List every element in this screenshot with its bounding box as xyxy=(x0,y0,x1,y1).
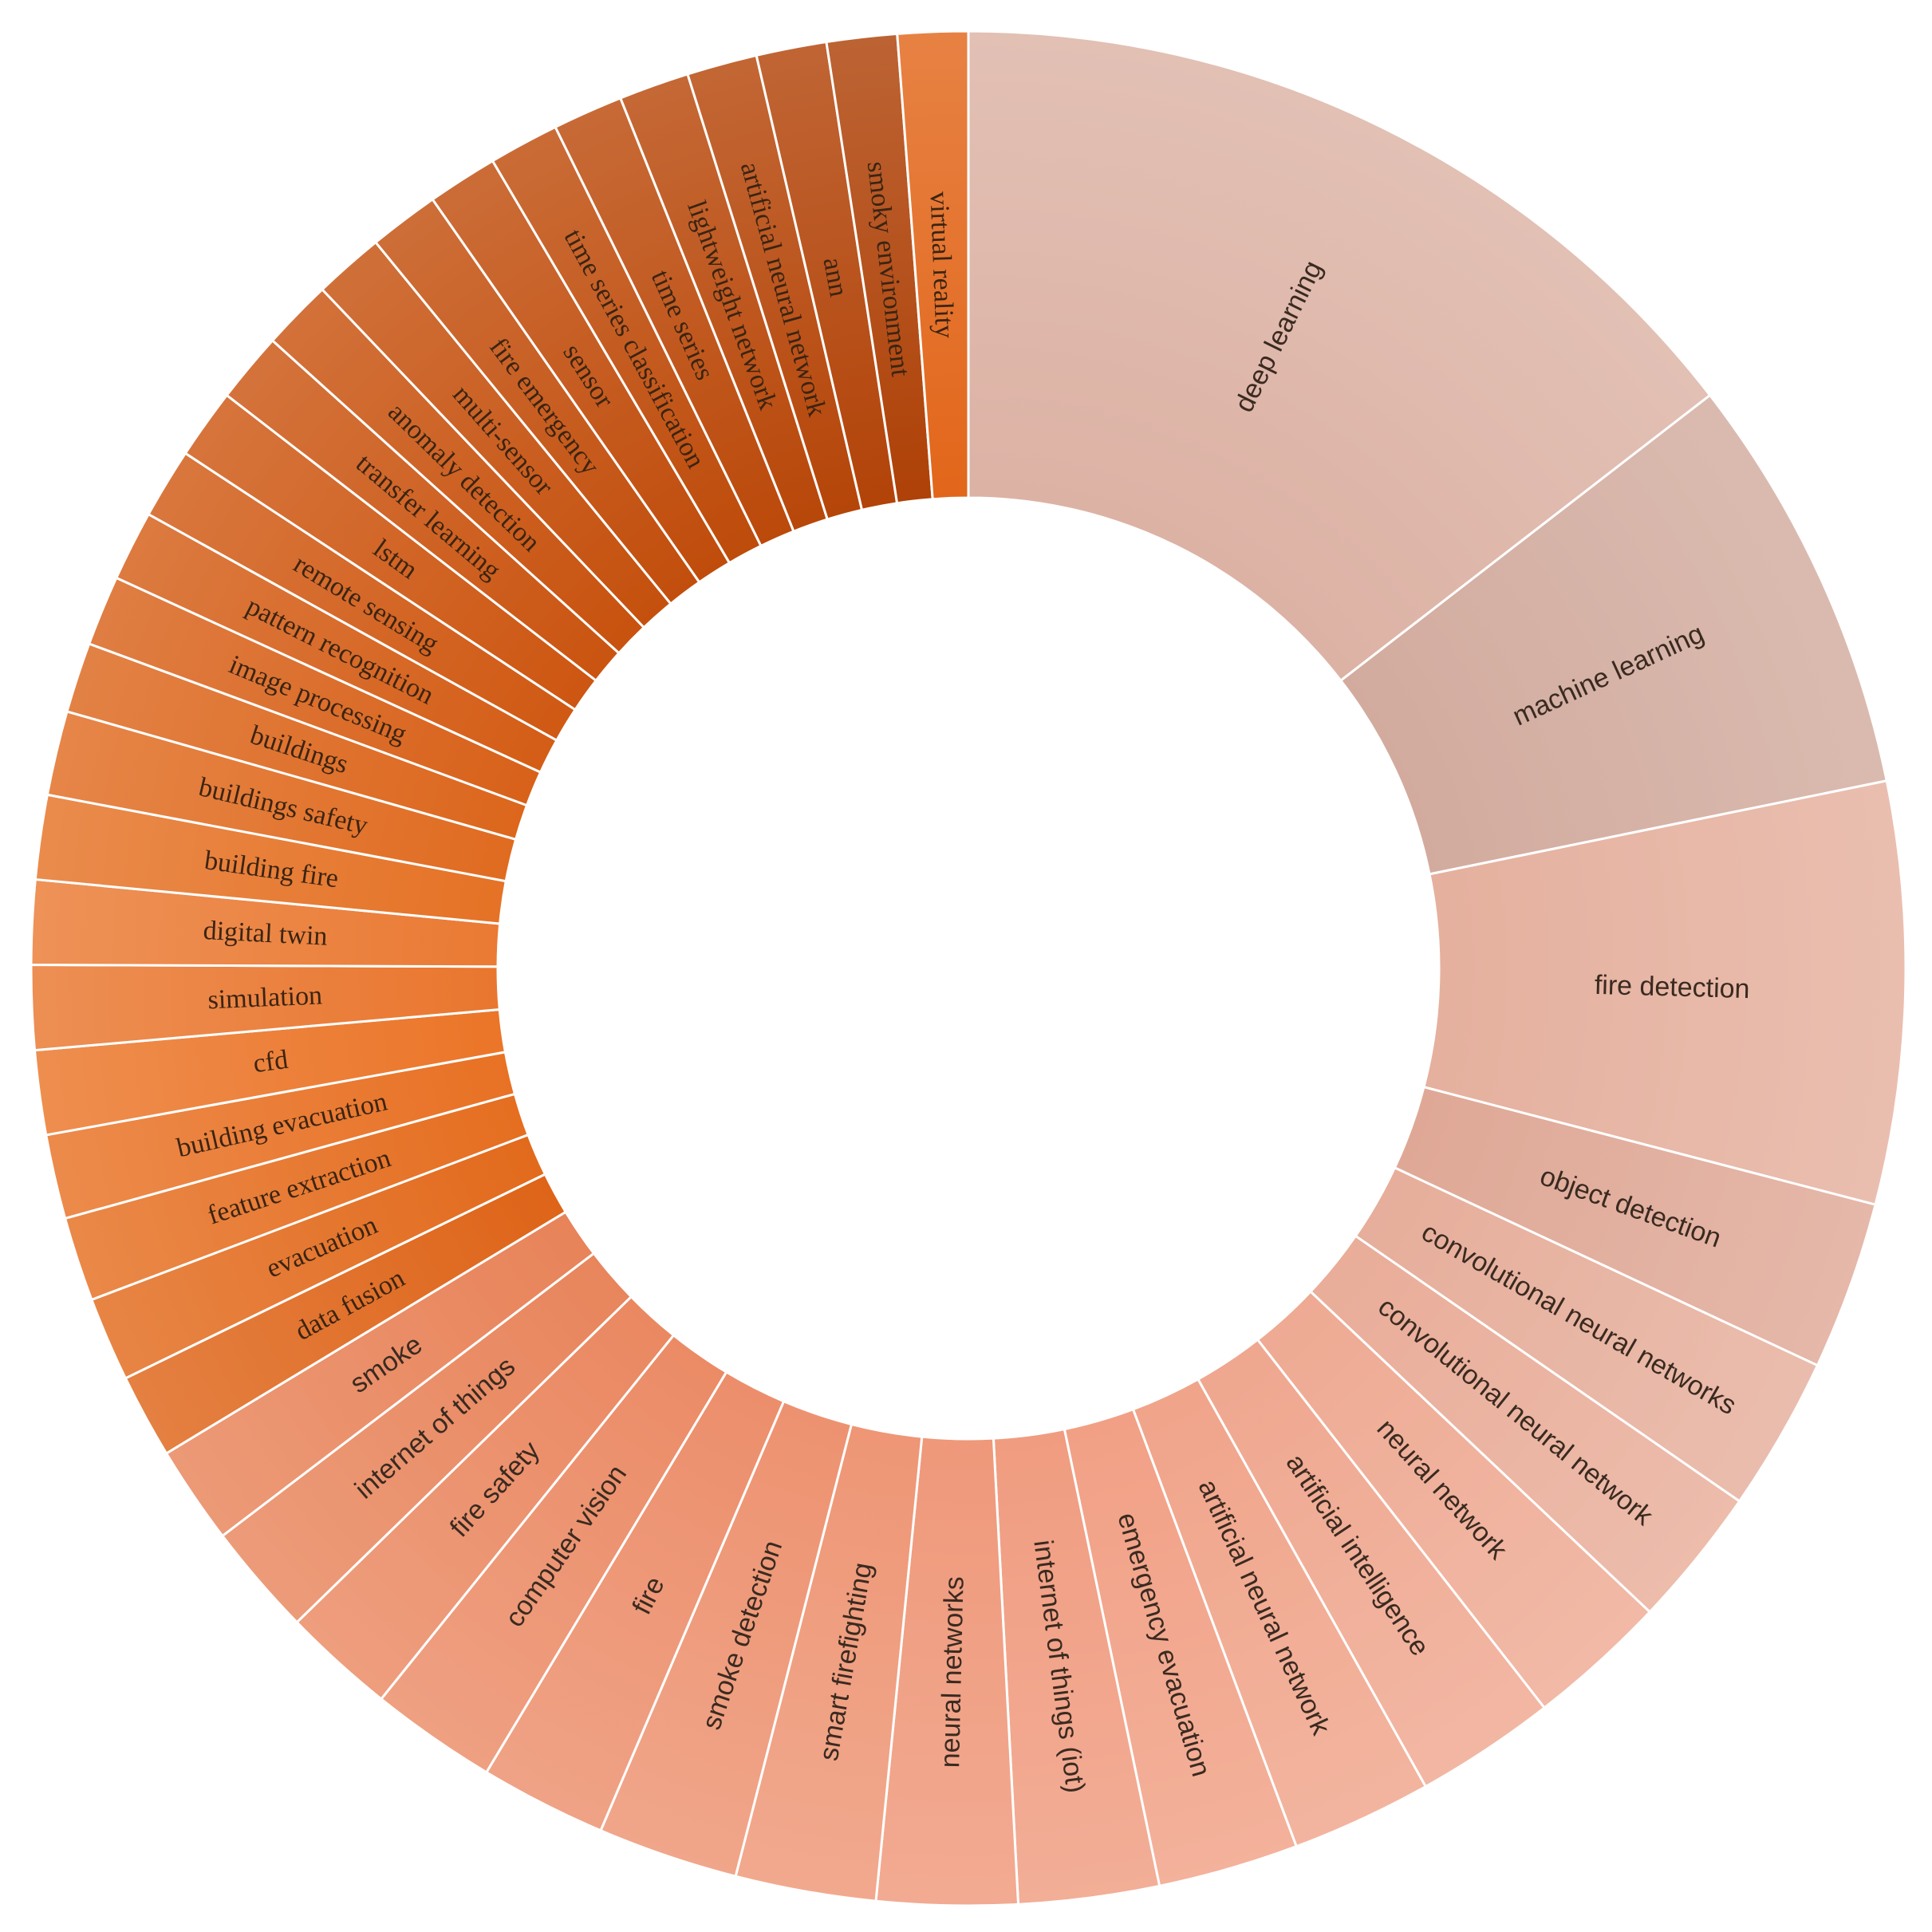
label-virtual-reality: virtual reality xyxy=(924,191,959,338)
slice-group xyxy=(30,30,1907,1907)
label-simulation: simulation xyxy=(207,980,323,1015)
label-digital-twin: digital twin xyxy=(203,916,328,952)
label-neural-networks: neural networks xyxy=(935,1576,969,1768)
label-fire-detection: fire detection xyxy=(1594,970,1750,1004)
label-cfd: cfd xyxy=(251,1045,290,1078)
label-ann: ann xyxy=(817,255,854,299)
slice-virtual-reality xyxy=(896,30,970,501)
slice-machine-learning xyxy=(1339,393,1888,876)
slice-fire-detection xyxy=(1422,779,1907,1207)
slice-deep-learning xyxy=(967,30,1712,683)
